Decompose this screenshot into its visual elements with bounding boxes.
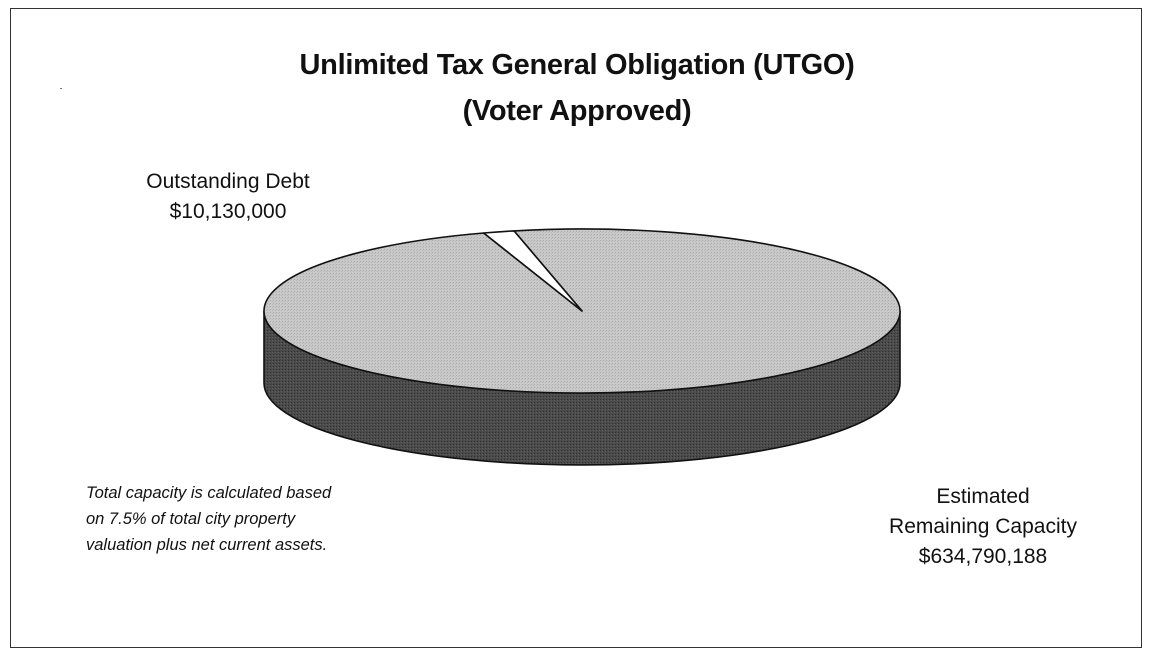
capacity-footnote: Total capacity is calculated based on 7.…	[86, 480, 446, 558]
capacity-footnote-line-1: Total capacity is calculated based	[86, 484, 332, 502]
label-outstanding-debt-value: $10,130,000	[169, 200, 287, 223]
label-remaining-capacity-line-1: Estimated	[936, 485, 1030, 508]
pie-chart	[263, 228, 901, 466]
label-remaining-capacity-line-2: Remaining Capacity	[889, 515, 1077, 538]
capacity-footnote-line-3: valuation plus net current assets.	[86, 536, 328, 554]
chart-title: Unlimited Tax General Obligation (UTGO)	[299, 49, 855, 81]
label-remaining-capacity: Estimated Remaining Capacity $634,790,18…	[870, 482, 1096, 572]
label-outstanding-debt: Outstanding Debt $10,130,000	[128, 167, 328, 227]
chart-subtitle: (Voter Approved)	[462, 95, 692, 127]
label-remaining-capacity-value: $634,790,188	[918, 545, 1048, 568]
capacity-footnote-line-2: on 7.5% of total city property	[86, 510, 296, 528]
pie-slice-outstanding-debt	[482, 230, 583, 312]
scan-speck	[60, 88, 62, 89]
label-outstanding-debt-name: Outstanding Debt	[146, 170, 310, 193]
